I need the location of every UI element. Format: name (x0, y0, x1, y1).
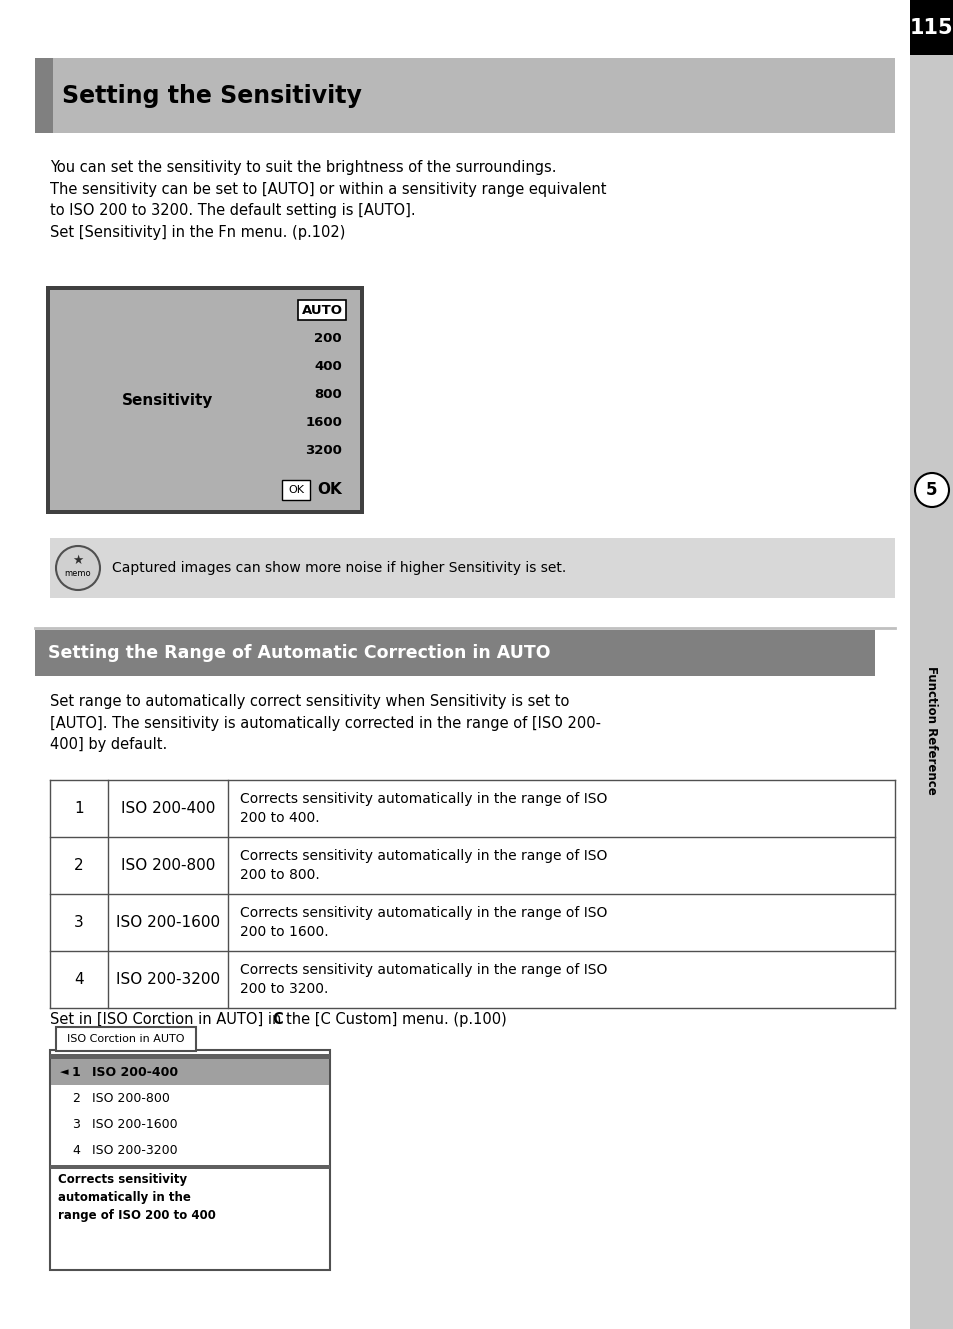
Text: 1: 1 (74, 801, 84, 816)
Bar (56, 1027, 195, 1051)
Text: ◄: ◄ (60, 1067, 69, 1076)
Bar (35, 58, 894, 66)
Text: ISO 200-1600: ISO 200-1600 (116, 914, 220, 930)
Bar (35, 630, 874, 676)
Text: AUTO: AUTO (301, 303, 342, 316)
Circle shape (56, 546, 100, 590)
Text: 5: 5 (925, 481, 937, 498)
Bar (282, 480, 310, 500)
Text: ISO 200-3200: ISO 200-3200 (116, 971, 220, 987)
Text: Corrects sensitivity automatically in the range of ISO
200 to 800.: Corrects sensitivity automatically in th… (240, 849, 607, 881)
Text: ISO 200-1600: ISO 200-1600 (91, 1118, 177, 1131)
Text: 2: 2 (71, 1091, 80, 1104)
Text: C: C (272, 1011, 283, 1027)
Text: Corrects sensitivity automatically in the range of ISO
200 to 1600.: Corrects sensitivity automatically in th… (240, 906, 607, 938)
Bar (909, 0, 953, 1329)
Text: C: C (272, 1011, 283, 1027)
Text: 200: 200 (314, 331, 341, 344)
Text: You can set the sensitivity to suit the brightness of the surroundings.
The sens: You can set the sensitivity to suit the … (50, 159, 606, 239)
Bar (35, 58, 53, 133)
Text: memo: memo (65, 569, 91, 578)
Text: ISO 200-800: ISO 200-800 (121, 859, 215, 873)
Text: OK: OK (317, 482, 342, 497)
Text: 3: 3 (71, 1118, 80, 1131)
Text: ★: ★ (72, 553, 84, 566)
Text: ISO 200-400: ISO 200-400 (121, 801, 215, 816)
Bar (50, 538, 894, 598)
Text: ISO 200-3200: ISO 200-3200 (91, 1143, 177, 1156)
Bar (50, 290, 359, 510)
Text: 3: 3 (74, 914, 84, 930)
Text: 115: 115 (909, 19, 953, 39)
Text: 4: 4 (74, 971, 84, 987)
Text: Captured images can show more noise if higher Sensitivity is set.: Captured images can show more noise if h… (112, 561, 566, 575)
Bar (46, 286, 364, 514)
Text: Function Reference: Function Reference (924, 666, 938, 795)
Text: OK: OK (288, 485, 304, 494)
Text: Sensitivity: Sensitivity (122, 392, 213, 408)
Text: 2: 2 (74, 859, 84, 873)
Bar (909, 0, 953, 54)
Text: 1: 1 (71, 1066, 81, 1079)
Circle shape (914, 473, 948, 506)
Bar (50, 1050, 330, 1271)
Text: Corrects sensitivity automatically in the range of ISO
200 to 400.: Corrects sensitivity automatically in th… (240, 792, 607, 825)
Text: Setting the Sensitivity: Setting the Sensitivity (62, 84, 361, 108)
Text: ISO 200-800: ISO 200-800 (91, 1091, 170, 1104)
Text: ISO 200-400: ISO 200-400 (91, 1066, 178, 1079)
Text: ISO Corction in AUTO: ISO Corction in AUTO (67, 1034, 185, 1045)
Text: Set range to automatically correct sensitivity when Sensitivity is set to
[AUTO]: Set range to automatically correct sensi… (50, 694, 600, 752)
Text: Setting the Range of Automatic Correction in AUTO: Setting the Range of Automatic Correctio… (48, 645, 550, 662)
Text: 4: 4 (71, 1143, 80, 1156)
Bar (51, 1059, 329, 1084)
Bar (35, 58, 894, 133)
Text: Corrects sensitivity automatically in the range of ISO
200 to 3200.: Corrects sensitivity automatically in th… (240, 964, 607, 995)
Text: Corrects sensitivity
automatically in the
range of ISO 200 to 400: Corrects sensitivity automatically in th… (58, 1174, 215, 1221)
Bar (297, 300, 346, 320)
Text: 1600: 1600 (305, 416, 341, 428)
Text: Set in [ISO Corction in AUTO] in the [C Custom] menu. (p.100): Set in [ISO Corction in AUTO] in the [C … (50, 1011, 506, 1027)
Bar (50, 1054, 330, 1059)
Text: 3200: 3200 (305, 444, 341, 456)
Bar (50, 1166, 330, 1170)
Text: 800: 800 (314, 388, 341, 400)
Text: 400: 400 (314, 360, 341, 372)
